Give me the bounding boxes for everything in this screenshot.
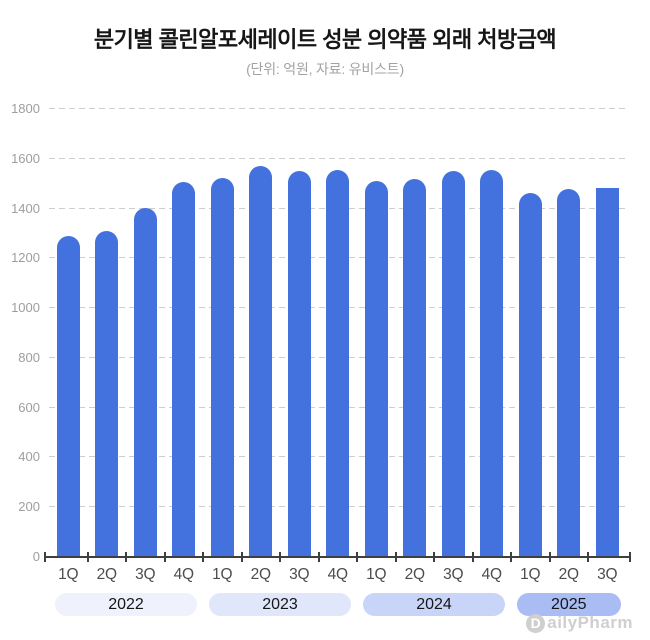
bar-2024-2Q xyxy=(403,179,427,556)
bar-2022-2Q xyxy=(95,230,119,556)
x-axis-tick xyxy=(240,552,243,562)
x-axis-label-2023-4Q: 4Q xyxy=(327,566,348,583)
x-axis-tick xyxy=(44,552,46,562)
bar-2023-1Q xyxy=(210,177,234,556)
y-axis-label-1000: 1000 xyxy=(11,300,40,316)
x-axis-label-2022-3Q: 3Q xyxy=(135,566,156,583)
gridline-y-1600 xyxy=(49,157,627,159)
bar-2025-3Q xyxy=(595,188,619,556)
x-axis-tick xyxy=(279,552,281,562)
x-axis-tick xyxy=(433,552,435,562)
bar-2023-4Q xyxy=(326,170,350,556)
x-axis-label-2022-1Q: 1Q xyxy=(58,566,79,583)
x-axis-tick xyxy=(202,552,204,562)
x-axis-label-2022-4Q: 4Q xyxy=(173,566,194,583)
x-axis-tick xyxy=(317,552,320,562)
bar-2025-2Q xyxy=(557,189,581,556)
year-pill-2023: 2023 xyxy=(209,593,351,616)
x-axis-label-2024-4Q: 4Q xyxy=(481,566,502,583)
y-axis-label-1600: 1600 xyxy=(11,150,40,166)
year-pill-2022: 2022 xyxy=(55,593,197,616)
bar-2022-4Q xyxy=(172,182,196,556)
x-axis-tick xyxy=(628,552,631,562)
x-axis-tick xyxy=(86,552,89,562)
bar-2023-3Q xyxy=(287,170,311,556)
y-axis-label-600: 600 xyxy=(18,399,40,415)
y-axis-label-800: 800 xyxy=(18,349,40,365)
y-axis-label-1200: 1200 xyxy=(11,250,40,266)
bar-2024-4Q xyxy=(480,169,504,556)
x-axis-line xyxy=(45,556,631,558)
bar-2025-1Q xyxy=(518,193,542,556)
x-axis-label-2025-2Q: 2Q xyxy=(558,566,579,583)
x-axis-label-2023-1Q: 1Q xyxy=(212,566,233,583)
x-axis-tick xyxy=(394,552,397,562)
gridline-y-1800 xyxy=(49,108,627,109)
dailypharm-logo: D ailyPharm xyxy=(526,612,633,634)
x-axis-label-2024-2Q: 2Q xyxy=(404,566,425,583)
x-axis-label-2024-3Q: 3Q xyxy=(443,566,464,583)
bar-2024-1Q xyxy=(364,181,388,556)
chart-subtitle: (단위: 억원, 자료: 유비스트) xyxy=(246,61,404,77)
y-axis-label-200: 200 xyxy=(18,499,40,515)
x-axis-label-2023-2Q: 2Q xyxy=(250,566,271,583)
x-axis-tick xyxy=(471,552,474,562)
y-axis-label-1400: 1400 xyxy=(11,200,40,216)
bar-2022-3Q xyxy=(133,207,157,556)
dailypharm-logo-text: ailyPharm xyxy=(547,613,633,632)
y-axis-label-0: 0 xyxy=(32,549,40,564)
x-axis-tick xyxy=(125,552,127,562)
y-axis-label-1800: 1800 xyxy=(11,101,40,116)
x-axis-tick xyxy=(356,552,358,562)
x-axis-tick xyxy=(548,552,551,562)
x-axis-label-2023-3Q: 3Q xyxy=(289,566,310,583)
bar-2024-3Q xyxy=(441,170,465,556)
bar-2022-1Q xyxy=(56,236,80,556)
y-axis-label-400: 400 xyxy=(18,449,40,465)
x-axis-tick xyxy=(510,552,512,562)
dailypharm-logo-d-icon: D xyxy=(526,613,546,633)
bar-2023-2Q xyxy=(249,166,273,556)
x-axis-label-2022-2Q: 2Q xyxy=(96,566,117,583)
chart-header: 분기별 콜린알포세레이트 성분 의약품 외래 처방금액 (단위: 억원, 자료:… xyxy=(0,26,650,79)
x-axis-label-2025-1Q: 1Q xyxy=(520,566,541,583)
x-axis-label-2025-3Q: 3Q xyxy=(597,566,618,583)
x-axis-tick xyxy=(163,552,166,562)
year-pill-2025: 2025 xyxy=(517,593,621,616)
x-axis-label-2024-1Q: 1Q xyxy=(366,566,387,583)
chart-title: 분기별 콜린알포세레이트 성분 의약품 외래 처방금액 xyxy=(93,27,557,52)
x-axis-tick xyxy=(587,552,589,562)
year-pill-2024: 2024 xyxy=(363,593,505,616)
